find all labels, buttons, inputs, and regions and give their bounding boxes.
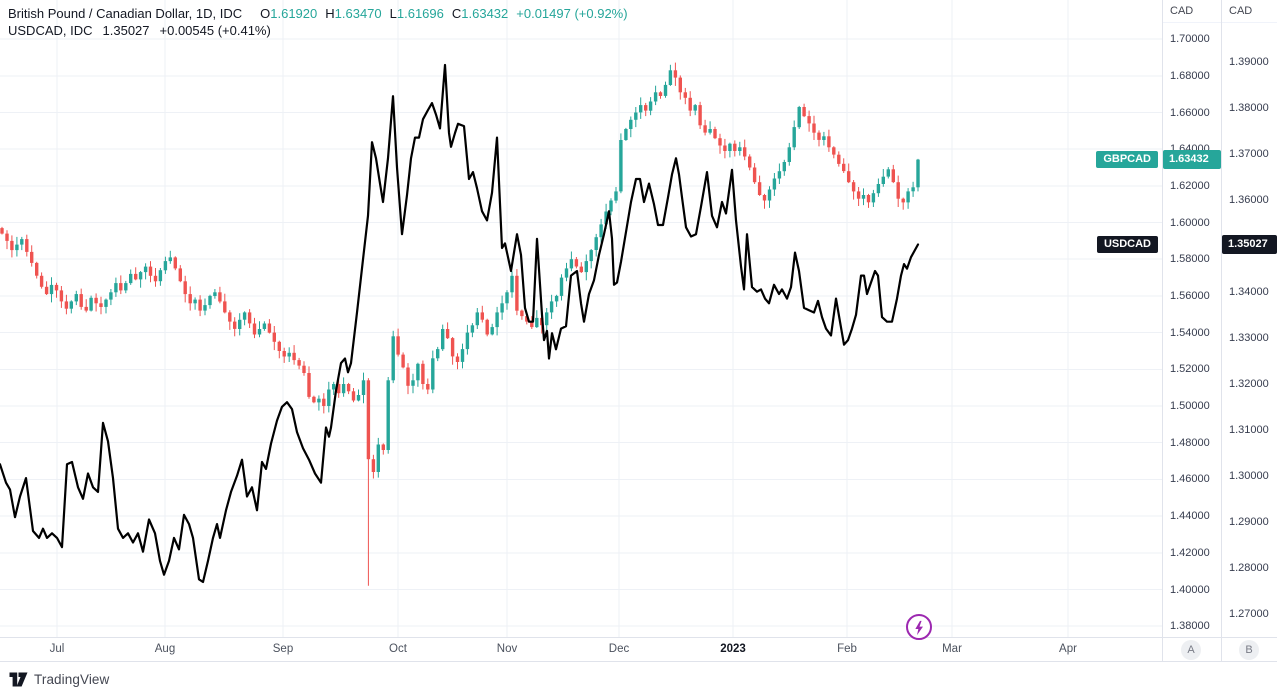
- price-tick-label: 1.66000: [1170, 106, 1210, 119]
- axis-divider-2: [1221, 0, 1222, 662]
- legend-gbpcad-row: British Pound / Canadian Dollar, 1D, IDC…: [8, 5, 628, 22]
- open-value: 1.61920: [270, 6, 318, 21]
- price-tick-label: 1.28000: [1229, 561, 1269, 574]
- price-tick-label: 1.34000: [1229, 285, 1269, 298]
- usdcad-line-series: [0, 63, 920, 584]
- price-chart-plot-area[interactable]: [0, 0, 1162, 637]
- usdcad-axis-currency-label: CAD: [1222, 0, 1277, 23]
- legend-usdcad-row: USDCAD, IDC 1.35027 +0.00545 (+0.41%): [8, 22, 628, 39]
- price-tick-label: 1.29000: [1229, 515, 1269, 528]
- time-axis-label-jul: Jul: [49, 643, 65, 655]
- price-tick-label: 1.62000: [1170, 179, 1210, 192]
- time-axis[interactable]: A B Jul Aug Sep Oct Nov Dec 2023 Feb Mar Apr: [0, 637, 1277, 662]
- price-tick-label: 1.31000: [1229, 423, 1269, 436]
- gbpcad-candlestick-series: [0, 62, 920, 586]
- time-axis-label-oct: Oct: [389, 643, 407, 655]
- usdcad-price-axis[interactable]: CAD 1.35027 1.39000 1.38000 1.37000 1.36000…: [1222, 0, 1277, 637]
- gbpcad-price-axis[interactable]: CAD 1.63432 1.700001.680001.660001.64000…: [1163, 0, 1221, 637]
- price-tick-label: 1.32000: [1229, 377, 1269, 390]
- price-chart-canvas[interactable]: [0, 0, 1162, 637]
- price-tick-label: 1.68000: [1170, 69, 1210, 82]
- price-tick-label: 1.48000: [1170, 436, 1210, 449]
- time-axis-label-dec: Dec: [608, 643, 630, 655]
- price-tick-label: 1.60000: [1170, 216, 1210, 229]
- time-axis-label-2023: 2023: [720, 643, 746, 655]
- time-axis-label-feb: Feb: [837, 643, 857, 655]
- footer: TradingView: [0, 663, 1277, 697]
- usdcad-change: +0.00545 (+0.41%): [159, 23, 271, 38]
- close-label: C: [451, 6, 462, 21]
- low-label: L: [389, 6, 397, 21]
- usdcad-price: 1.35027: [102, 23, 150, 38]
- chart-legend: British Pound / Canadian Dollar, 1D, IDC…: [8, 5, 628, 39]
- symbol-title[interactable]: British Pound / Canadian Dollar, 1D, IDC: [8, 6, 243, 21]
- price-tick-label: 1.40000: [1170, 583, 1210, 596]
- tradingview-logo-text: TradingView: [34, 672, 110, 687]
- usdcad-series-label-badge: USDCAD: [1096, 236, 1158, 253]
- price-tick-label: 1.58000: [1170, 253, 1210, 266]
- usdcad-price-label: 1.35027: [1222, 235, 1277, 254]
- time-axis-label-nov: Nov: [496, 643, 518, 655]
- price-tick-label: 1.36000: [1229, 193, 1269, 206]
- price-scale-b-button[interactable]: B: [1239, 640, 1259, 660]
- price-tick-label: 1.27000: [1229, 607, 1269, 620]
- high-value: 1.63470: [334, 6, 382, 21]
- tradingview-logo-icon: [9, 672, 28, 687]
- price-tick-label: 1.54000: [1170, 326, 1210, 339]
- time-axis-label-apr: Apr: [1059, 643, 1077, 655]
- price-tick-label: 1.39000: [1229, 55, 1269, 68]
- low-value: 1.61696: [396, 6, 444, 21]
- usdcad-symbol-title[interactable]: USDCAD, IDC: [8, 23, 93, 38]
- price-tick-label: 1.70000: [1170, 33, 1210, 46]
- open-label: O: [260, 6, 271, 21]
- time-axis-label-mar: Mar: [942, 643, 962, 655]
- price-scale-a-button[interactable]: A: [1181, 640, 1201, 660]
- time-axis-label-sep: Sep: [272, 643, 294, 655]
- price-tick-label: 1.33000: [1229, 331, 1269, 344]
- gbpcad-price-label: 1.63432: [1163, 150, 1221, 169]
- lightning-bolt-icon: [915, 620, 923, 635]
- price-tick-label: 1.42000: [1170, 546, 1210, 559]
- price-tick-label: 1.38000: [1229, 101, 1269, 114]
- price-tick-label: 1.44000: [1170, 510, 1210, 523]
- price-tick-label: 1.52000: [1170, 363, 1210, 376]
- price-tick-label: 1.50000: [1170, 400, 1210, 412]
- price-tick-label: 1.38000: [1170, 620, 1210, 633]
- price-tick-label: 1.56000: [1170, 289, 1210, 302]
- price-tick-label: 1.30000: [1229, 469, 1269, 482]
- tradingview-logo[interactable]: TradingView: [9, 672, 109, 687]
- quick-trade-lightning-button[interactable]: [906, 614, 932, 640]
- gbpcad-axis-currency-label: CAD: [1163, 0, 1221, 23]
- axis-divider-1: [1162, 0, 1163, 662]
- close-value: 1.63432: [461, 6, 509, 21]
- price-tick-label: 1.37000: [1229, 147, 1269, 160]
- high-label: H: [325, 6, 335, 21]
- gbpcad-change: +0.01497 (+0.92%): [516, 6, 628, 21]
- gbpcad-series-label-badge: GBPCAD: [1096, 151, 1158, 168]
- time-axis-label-aug: Aug: [154, 643, 176, 655]
- price-tick-label: 1.46000: [1170, 473, 1210, 486]
